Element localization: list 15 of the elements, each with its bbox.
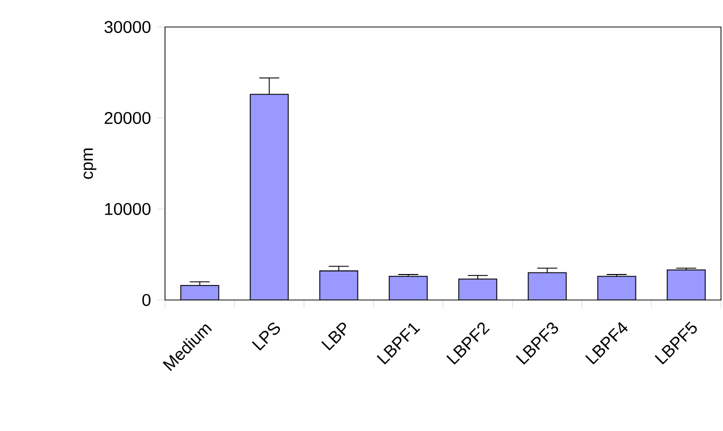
bar <box>666 270 706 300</box>
bar <box>319 270 358 300</box>
y-tick-label: 10000 <box>105 202 150 216</box>
bar <box>597 276 636 300</box>
bar <box>180 284 220 300</box>
bar <box>458 278 498 300</box>
y-tick-label: 0 <box>142 294 150 306</box>
x-tick-label: LPS <box>252 322 280 351</box>
y-axis-title: cpm <box>84 148 96 179</box>
y-tick-label: 20000 <box>104 112 150 124</box>
bar <box>528 272 567 300</box>
bar <box>250 94 289 300</box>
bar <box>388 276 428 300</box>
y-tick-label: 30000 <box>104 20 150 34</box>
x-tick-label: LBP <box>321 322 346 351</box>
